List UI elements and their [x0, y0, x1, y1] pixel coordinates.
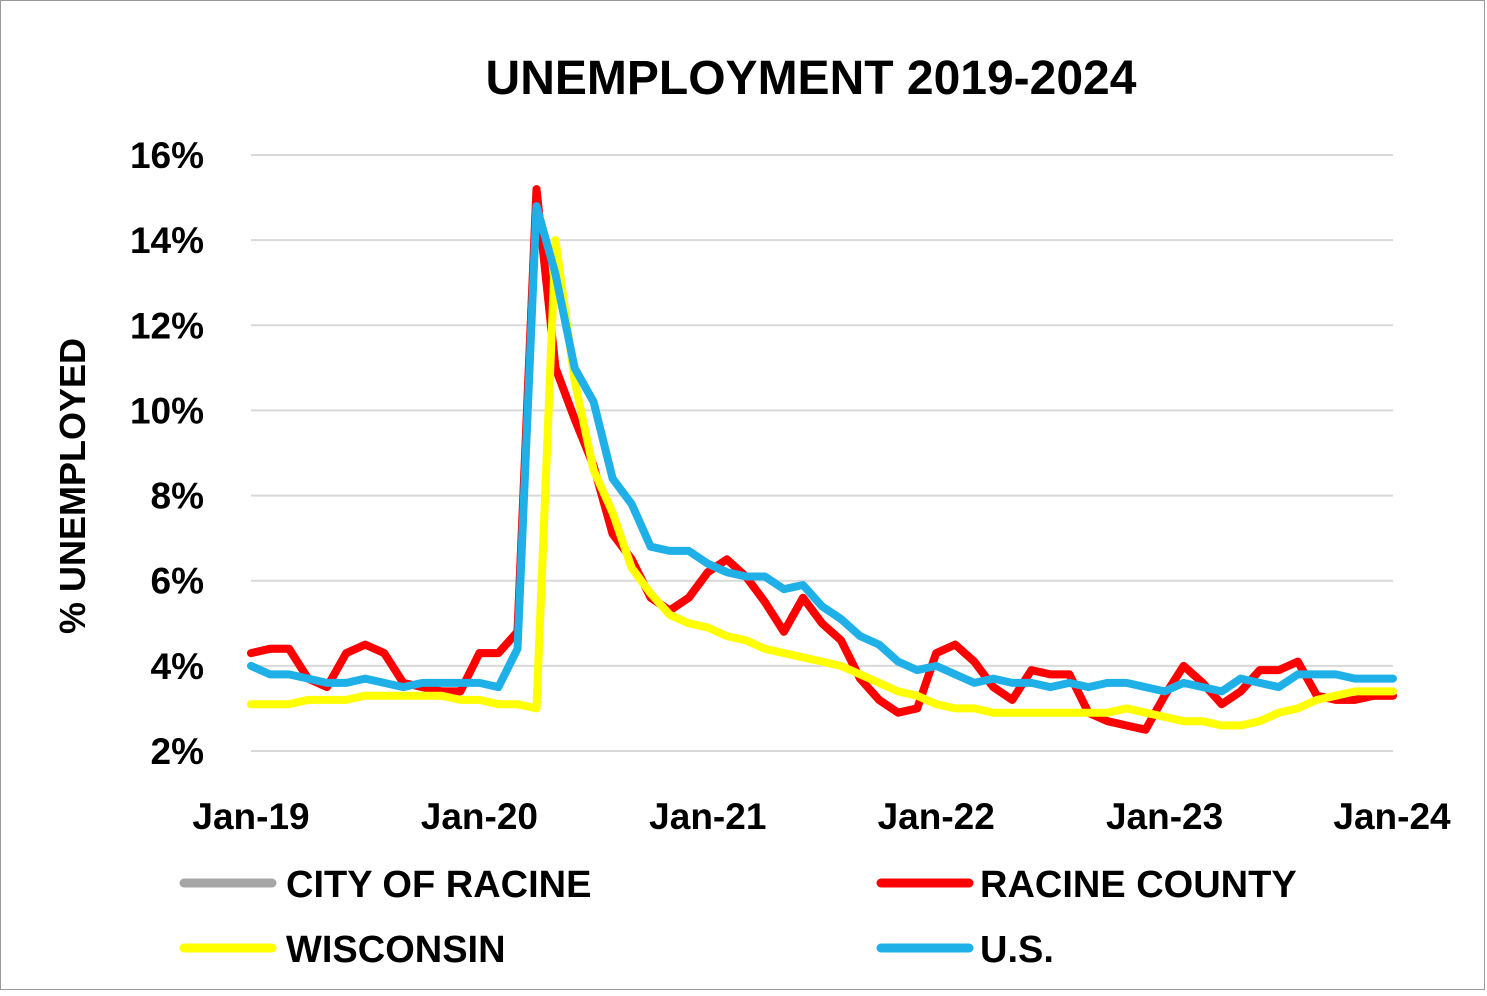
- y-tick-label: 16%: [130, 135, 204, 176]
- y-tick-label: 2%: [151, 731, 204, 772]
- series-line-u-s: [247, 202, 1397, 696]
- series-lines: [247, 185, 1397, 734]
- gridlines: [251, 154, 1393, 752]
- series-line-city-of-racine: [247, 185, 1397, 734]
- x-axis-ticks: Jan-19 Jan-20 Jan-21 Jan-22 Jan-23 Jan-24: [192, 796, 1451, 837]
- x-tick-label: Jan-22: [878, 796, 995, 837]
- y-tick-label: 10%: [130, 390, 204, 431]
- y-tick-label: 8%: [151, 476, 204, 517]
- series-line-wisconsin: [247, 236, 1397, 730]
- x-tick-label: Jan-21: [649, 796, 766, 837]
- x-tick-label: Jan-23: [1106, 796, 1223, 837]
- x-tick-label: Jan-19: [192, 796, 309, 837]
- y-tick-label: 12%: [130, 305, 204, 346]
- x-tick-label: Jan-20: [421, 796, 538, 837]
- y-axis-title: % UNEMPLOYED: [52, 338, 93, 634]
- y-tick-label: 14%: [130, 220, 204, 261]
- legend: CITY OF RACINE RACINE COUNTY WISCONSIN U.S.: [179, 864, 1297, 971]
- legend-label: CITY OF RACINE: [286, 864, 591, 906]
- legend-label: U.S.: [980, 929, 1054, 971]
- legend-label: WISCONSIN: [286, 929, 506, 971]
- y-axis-ticks: 2% 4% 6% 8% 10% 12% 14% 16%: [130, 135, 204, 772]
- legend-label: RACINE COUNTY: [980, 864, 1297, 906]
- series-line-racine-county: [247, 185, 1397, 734]
- y-tick-label: 6%: [151, 561, 204, 602]
- y-tick-label: 4%: [151, 646, 204, 687]
- chart-title: UNEMPLOYMENT 2019-2024: [486, 52, 1137, 105]
- x-tick-label: Jan-24: [1333, 796, 1451, 837]
